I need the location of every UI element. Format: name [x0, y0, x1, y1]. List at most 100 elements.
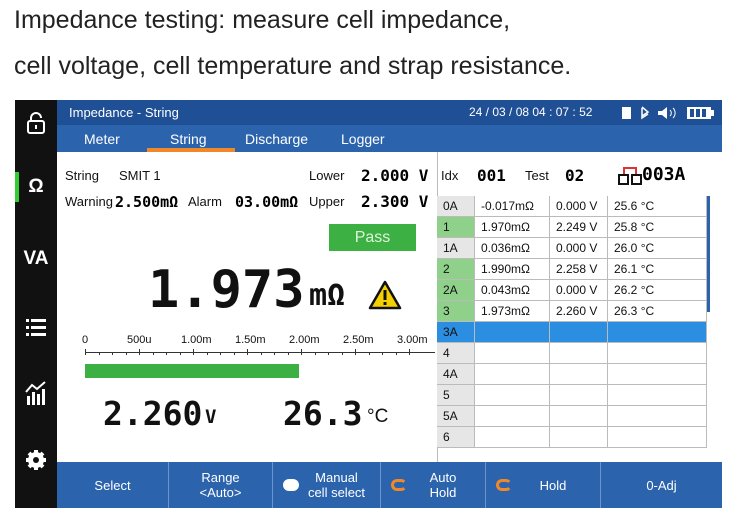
softkey-label: Manual: [315, 470, 358, 485]
cell-value: 1.990mΩ: [475, 259, 550, 280]
impedance-reading: 1.973: [148, 260, 305, 320]
test-label: Test: [525, 168, 549, 183]
active-indicator: [15, 172, 19, 202]
settings-icon[interactable]: [26, 450, 46, 470]
cell-index: 0A: [437, 196, 475, 217]
title-bar: [57, 100, 722, 125]
cell-value: 0.000 V: [550, 238, 608, 259]
level-bar: [85, 364, 299, 378]
chart-icon[interactable]: [25, 380, 47, 406]
softkey-label: cell select: [307, 485, 366, 500]
cell-value: [608, 427, 707, 448]
sidebar: Ω VA: [15, 100, 57, 508]
screen-title: Impedance - String: [69, 105, 179, 120]
softkey[interactable]: Range <Auto>: [168, 462, 272, 508]
bottom-bar: Select Range <Auto> Manual cell select Auto Ho…: [57, 462, 722, 508]
softkey-label: 0-Adj: [646, 477, 677, 493]
cell-index: 5: [437, 385, 475, 406]
softkey-label: Select: [94, 477, 131, 493]
softkey-label: Hold: [429, 485, 457, 500]
warning-limit: 2.500mΩ: [115, 193, 179, 211]
cell-value: 26.0 °C: [608, 238, 707, 259]
cell-index: 1: [437, 217, 475, 238]
scale-label: 3.00m: [397, 334, 428, 346]
cell-value: 1.970mΩ: [475, 217, 550, 238]
cell-value: [550, 406, 608, 427]
pass-indicator: Pass: [329, 224, 416, 251]
tab[interactable]: Discharge: [245, 131, 309, 147]
cell-value: [475, 385, 550, 406]
top-bar: Impedance - String 24 / 03 / 08 04 : 07 …: [57, 100, 722, 152]
scale-label: 2.00m: [289, 334, 320, 346]
softkey-label: <Auto>: [199, 485, 242, 500]
active-tab-underline: [147, 148, 235, 152]
scale-axis: [85, 352, 435, 353]
strap-icon: [618, 167, 642, 185]
alarm-limit: 03.00mΩ: [235, 193, 299, 211]
voltage-unit: V: [205, 406, 217, 428]
cell-value: 0.043mΩ: [475, 280, 550, 301]
list-icon[interactable]: [26, 318, 46, 336]
softkey[interactable]: Auto Hold: [380, 462, 485, 508]
cell-value: 26.2 °C: [608, 280, 707, 301]
cell-value: 0.000 V: [550, 196, 608, 217]
cell-value: 26.3 °C: [608, 301, 707, 322]
cell-value: [550, 322, 608, 343]
test-value: 02: [565, 166, 585, 185]
scale-label: 0: [81, 334, 89, 346]
scale-tick: [233, 352, 235, 355]
scale-tick: [220, 352, 221, 355]
softkey[interactable]: 0-Adj: [600, 462, 722, 508]
cell-value: 0.036mΩ: [475, 238, 550, 259]
cell-value: [550, 427, 608, 448]
toggle-icon: [283, 479, 299, 491]
tab[interactable]: Meter: [84, 131, 120, 147]
cell-value: [608, 322, 707, 343]
scale-tick: [260, 352, 262, 355]
cell-index: 3: [437, 301, 475, 322]
cell-value: 25.8 °C: [608, 217, 707, 238]
cell-value: [608, 406, 707, 427]
softkey[interactable]: Hold: [485, 462, 600, 508]
lock-icon[interactable]: [26, 112, 46, 134]
voltage-value: 2.260: [103, 394, 203, 433]
softkey[interactable]: Select: [57, 462, 168, 508]
cell-value: [550, 343, 608, 364]
selected-row: [437, 322, 707, 343]
impedance-unit: mΩ: [309, 278, 346, 313]
va-mode[interactable]: VA: [23, 248, 49, 269]
ohm-mode[interactable]: Ω: [28, 176, 44, 197]
cell-value: [608, 385, 707, 406]
cell-value: [475, 322, 550, 343]
string-name: SMIT 1: [119, 168, 161, 183]
softkey-label: Hold: [539, 477, 567, 493]
softkey[interactable]: Manual cell select: [272, 462, 380, 508]
idx-value: 001: [477, 166, 506, 185]
alarm-label: Alarm: [188, 194, 222, 209]
cell-value: 1.973mΩ: [475, 301, 550, 322]
tab[interactable]: String: [170, 131, 207, 147]
softkey-label: Auto: [429, 470, 457, 485]
cell-value: 2.249 V: [550, 217, 608, 238]
cell-value: [550, 364, 608, 385]
scale-tick: [166, 352, 167, 355]
cell-index: 4A: [437, 364, 475, 385]
toggle-icon: [391, 479, 407, 491]
datetime: 24 / 03 / 08 04 : 07 : 52: [469, 105, 593, 119]
lower-label: Lower: [309, 168, 345, 183]
cell-value: -0.017mΩ: [475, 196, 550, 217]
cell-value: [475, 406, 550, 427]
scale-tick: [314, 352, 316, 355]
cell-index: 1A: [437, 238, 475, 259]
scale-tick: [112, 352, 113, 355]
upper-limit: 2.300 V: [361, 192, 429, 211]
toggle-icon: [496, 479, 512, 491]
temperature-value: 26.3: [283, 394, 363, 433]
tab[interactable]: Logger: [341, 131, 385, 147]
cell-value: [550, 385, 608, 406]
caption-line: Impedance testing: measure cell impedanc…: [14, 6, 511, 34]
scale-tick: [98, 352, 100, 355]
caption-line: cell voltage, cell temperature and strap…: [14, 52, 572, 80]
cell-value: [608, 364, 707, 385]
